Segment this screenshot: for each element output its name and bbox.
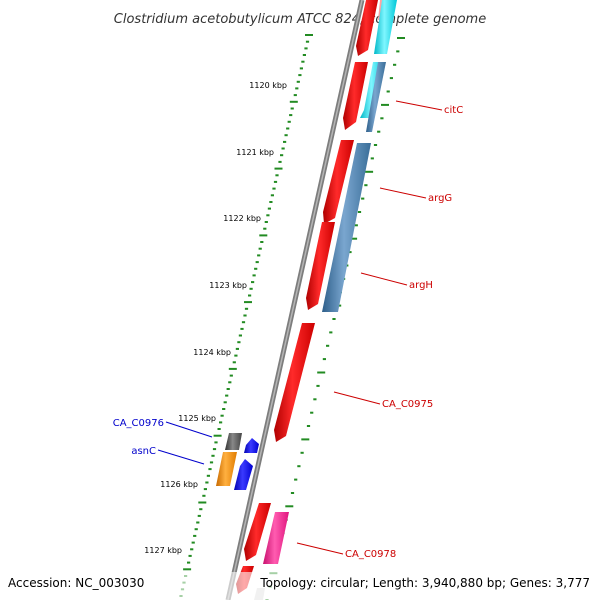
gene-labels: citC argG argH CA_C0975 CA_C0978 CA_C097… <box>113 105 463 560</box>
gene-label-citC: citC <box>444 105 463 116</box>
gene-label-argH: argH <box>409 280 433 291</box>
callout-lines <box>157 100 443 555</box>
scale-label-1120: 1120 kbp <box>249 81 287 90</box>
gene-label-CA_C0976: CA_C0976 <box>113 418 164 429</box>
scale-label-1123: 1123 kbp <box>209 281 247 290</box>
gene-blue-1 <box>244 438 259 453</box>
gene-label-CA_C0975: CA_C0975 <box>382 399 433 410</box>
gene-gray <box>225 433 242 450</box>
scale-label-1126: 1126 kbp <box>160 480 198 489</box>
accession-text: Accession: NC_003030 <box>8 576 144 590</box>
gene-red-1 <box>356 0 378 56</box>
gene-cyan-1 <box>374 0 397 54</box>
gene-blue-2 <box>234 459 253 490</box>
gene-orange <box>216 452 237 486</box>
gene-steel-2 <box>322 143 371 312</box>
gene-red-3 <box>323 140 354 224</box>
scale-label-1122: 1122 kbp <box>223 214 261 223</box>
gene-red-2 <box>343 62 368 130</box>
gene-red-6 <box>244 503 271 561</box>
footer-backdrop <box>0 572 600 600</box>
scale-label-1125: 1125 kbp <box>178 414 216 423</box>
gene-label-asnC: asnC <box>131 446 156 457</box>
gene-red-5 <box>274 323 315 442</box>
scale-label-1121: 1121 kbp <box>236 148 274 157</box>
gene-red-4 <box>306 222 335 310</box>
scale-label-1127: 1127 kbp <box>144 546 182 555</box>
gene-pink <box>263 512 289 564</box>
map-title: Clostridium acetobutylicum ATCC 824, com… <box>114 12 486 27</box>
scale-label-1124: 1124 kbp <box>193 348 231 357</box>
gene-steel-1 <box>366 62 386 132</box>
scale-labels: 1120 kbp 1121 kbp 1122 kbp 1123 kbp 1124… <box>144 81 287 555</box>
reverse-genes <box>254 0 397 600</box>
genome-summary-text: Topology: circular; Length: 3,940,880 bp… <box>259 576 590 590</box>
gene-label-CA_C0978: CA_C0978 <box>345 549 396 560</box>
genome-backbone <box>225 0 365 600</box>
small-genes <box>216 433 259 490</box>
gene-label-argG: argG <box>428 193 452 204</box>
